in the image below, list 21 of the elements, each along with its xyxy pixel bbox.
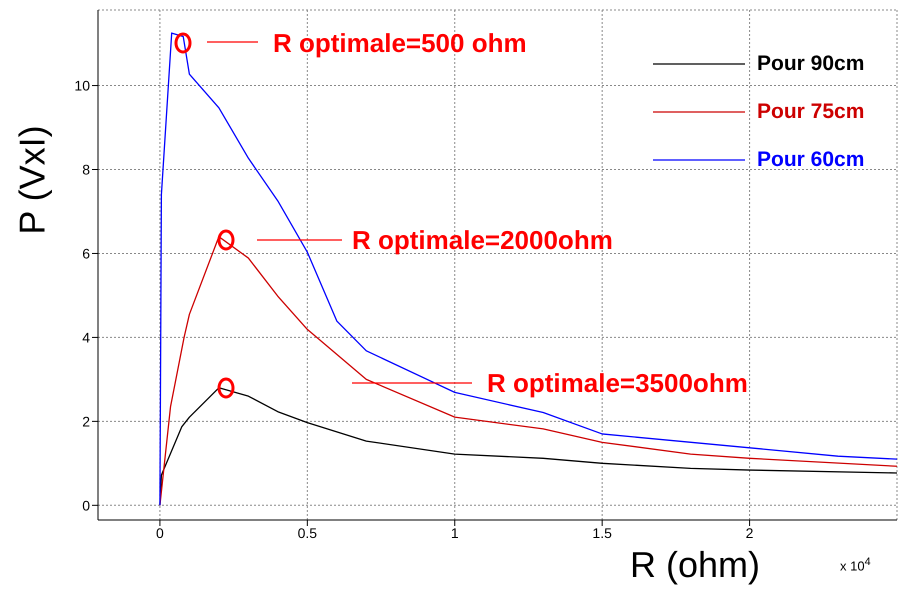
y-tick-label: 0 [82, 497, 90, 514]
y-tick-label: 10 [74, 78, 90, 94]
y-tick-label: 4 [82, 329, 90, 346]
x-tick-label: 2 [746, 524, 754, 541]
x-axis-title: R (ohm) [630, 544, 760, 586]
x-tick-label: 0 [156, 524, 164, 541]
y-axis-title: P (VxI) [12, 125, 54, 235]
y-tick-label: 6 [82, 245, 90, 262]
y-tick-label: 8 [82, 161, 90, 178]
legend-label: Pour 90cm [757, 52, 864, 76]
line-series [159, 32, 897, 506]
annotation: R optimale=500 ohm [273, 28, 527, 58]
legend-label: Pour 75cm [757, 100, 864, 124]
annotation: R optimale=2000ohm [352, 225, 613, 255]
legend-label: Pour 60cm [757, 148, 864, 172]
y-tick-label: 2 [82, 413, 90, 430]
x-tick-label: 0.5 [298, 524, 318, 541]
annotation: R optimale=3500ohm [487, 368, 748, 398]
x-tick-label: 1 [450, 524, 459, 541]
text: x 10$^{4}$ [840, 556, 871, 574]
x-tick-label: 1.5 [592, 524, 612, 541]
